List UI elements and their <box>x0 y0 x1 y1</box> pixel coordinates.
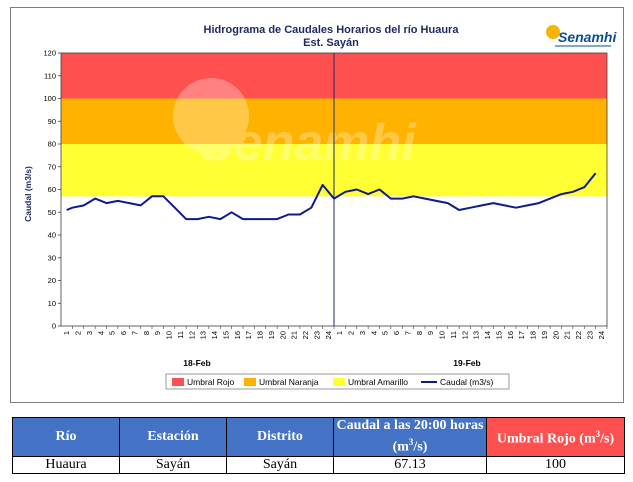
y-tick-label-5: 50 <box>48 208 56 217</box>
legend-label-naranja: Umbral Naranja <box>259 377 319 387</box>
table-row: Huaura Sayán Sayán 67.13 100 <box>12 455 625 474</box>
chart-frame: Hidrograma de Caudales Horarios del río … <box>10 7 624 403</box>
x-tick-label-14: 15 <box>221 331 230 339</box>
summary-table: Río Estación Distrito Caudal a las 20:00… <box>12 417 625 474</box>
chart-legend: Umbral Rojo Umbral Naranja Umbral Amaril… <box>165 373 510 390</box>
x-tick-label-10: 11 <box>176 331 185 339</box>
x-tick-label-22: 23 <box>312 331 321 339</box>
x-tick-label-18: 19 <box>267 331 276 339</box>
y-tick-label-0: 0 <box>52 322 56 331</box>
y-tick-label-8: 80 <box>48 140 56 149</box>
x-tick-label-41: 18 <box>529 331 538 339</box>
date-label-18-feb: 18-Feb <box>183 358 210 368</box>
x-tick-label-23: 24 <box>324 331 333 339</box>
x-tick-label-38: 15 <box>494 331 503 339</box>
x-tick-label-20: 21 <box>290 331 299 339</box>
x-tick-label-26: 3 <box>358 331 367 335</box>
header-rio: Río <box>12 417 120 457</box>
x-tick-label-1: 2 <box>74 331 83 335</box>
y-tick-label-10: 100 <box>43 94 56 103</box>
x-tick-label-19: 20 <box>278 331 287 339</box>
legend-label-caudal: Caudal (m3/s) <box>440 377 494 387</box>
logo-text: Senamhi <box>558 29 617 45</box>
x-tick-label-27: 4 <box>369 331 378 335</box>
y-tick-label-6: 60 <box>48 185 56 194</box>
header-caudal: Caudal a las 20:00 horas (m3/s) <box>333 417 487 457</box>
legend-label-amarillo: Umbral Amarillo <box>348 377 408 387</box>
x-tick-label-40: 17 <box>517 331 526 339</box>
x-tick-label-21: 22 <box>301 331 310 339</box>
y-tick-label-2: 20 <box>48 276 56 285</box>
header-estacion: Estación <box>119 417 227 457</box>
x-tick-label-44: 21 <box>563 331 572 339</box>
x-tick-label-0: 1 <box>62 331 71 335</box>
y-tick-label-11: 110 <box>44 71 56 80</box>
x-tick-label-2: 3 <box>85 331 94 335</box>
x-tick-label-24: 1 <box>335 331 344 335</box>
senamhi-logo: Senamhi <box>546 25 617 47</box>
x-tick-label-45: 22 <box>574 331 583 339</box>
x-tick-label-43: 20 <box>551 331 560 339</box>
x-tick-label-7: 8 <box>142 331 151 335</box>
cell-umbral-rojo: 100 <box>486 455 625 474</box>
x-tick-label-31: 8 <box>415 331 424 335</box>
date-label-19-feb: 19-Feb <box>453 358 480 368</box>
x-tick-label-12: 13 <box>199 331 208 339</box>
x-tick-label-16: 17 <box>244 331 253 339</box>
chart-title: Hidrograma de Caudales Horarios del río … <box>204 24 460 36</box>
legend-swatch-naranja <box>244 378 256 386</box>
x-tick-label-47: 24 <box>597 331 606 339</box>
x-tick-label-46: 23 <box>585 331 594 339</box>
x-tick-label-9: 10 <box>165 331 174 339</box>
x-tick-label-34: 11 <box>449 331 458 339</box>
cell-caudal: 67.13 <box>333 455 487 474</box>
x-tick-label-17: 18 <box>256 331 265 339</box>
x-tick-label-32: 9 <box>426 331 435 335</box>
x-tick-label-5: 6 <box>119 331 128 335</box>
table-header-row: Río Estación Distrito Caudal a las 20:00… <box>12 417 625 457</box>
x-tick-label-15: 16 <box>233 331 242 339</box>
x-tick-label-35: 12 <box>460 331 469 339</box>
watermark-sun-icon <box>173 78 249 154</box>
watermark-text: Senamhi <box>199 114 417 172</box>
x-tick-label-4: 5 <box>108 331 117 335</box>
cell-rio: Huaura <box>12 455 120 474</box>
y-tick-label-7: 70 <box>48 162 56 171</box>
legend-swatch-rojo <box>172 378 184 386</box>
x-tick-label-8: 9 <box>153 331 162 335</box>
cell-estacion: Sayán <box>119 455 227 474</box>
y-tick-label-1: 10 <box>48 299 56 308</box>
legend-swatch-amarillo <box>333 378 345 386</box>
hydrograph-chart: Hidrograma de Caudales Horarios del río … <box>23 24 617 390</box>
y-tick-label-9: 90 <box>48 117 56 126</box>
y-axis-label: Caudal (m3/s) <box>23 166 33 222</box>
senamhi-watermark: Senamhi <box>173 78 417 172</box>
x-tick-label-11: 12 <box>187 331 196 339</box>
x-tick-label-29: 6 <box>392 331 401 335</box>
x-tick-label-6: 7 <box>130 331 139 335</box>
y-tick-label-4: 40 <box>48 231 56 240</box>
caudal-series-line-0 <box>66 183 562 221</box>
x-tick-label-28: 5 <box>381 331 390 335</box>
y-tick-label-3: 30 <box>48 253 56 262</box>
x-tick-label-36: 13 <box>472 331 481 339</box>
sun-logo-icon <box>546 25 560 39</box>
x-tick-label-13: 14 <box>210 331 219 339</box>
header-umbral-rojo: Umbral Rojo (m3/s) <box>486 417 625 457</box>
header-distrito: Distrito <box>226 417 334 457</box>
x-tick-label-30: 7 <box>403 331 412 335</box>
legend-label-rojo: Umbral Rojo <box>187 377 235 387</box>
x-tick-label-33: 10 <box>438 331 447 339</box>
x-tick-label-3: 4 <box>96 331 105 335</box>
x-tick-label-39: 16 <box>506 331 515 339</box>
chart-subtitle: Est. Sayán <box>303 37 359 49</box>
x-tick-label-25: 2 <box>347 331 356 335</box>
x-tick-label-42: 19 <box>540 331 549 339</box>
y-tick-label-12: 120 <box>43 49 56 58</box>
cell-distrito: Sayán <box>226 455 334 474</box>
x-tick-label-37: 14 <box>483 331 492 339</box>
caudal-series-line-1 <box>561 172 597 196</box>
